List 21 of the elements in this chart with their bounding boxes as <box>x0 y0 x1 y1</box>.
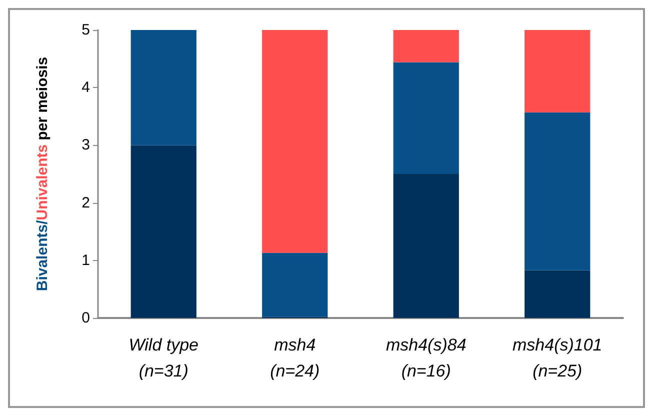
y-axis-title: Bivalents/Univalents per meiosis <box>34 56 51 292</box>
bar <box>262 30 328 253</box>
bar <box>393 62 459 174</box>
y-tick-label: 3 <box>82 136 90 154</box>
bar <box>393 30 459 62</box>
x-tick-label: Wild type (n=31) <box>128 336 199 380</box>
y-tick-label: 2 <box>82 194 90 212</box>
bar <box>130 145 196 318</box>
bar <box>524 30 590 112</box>
bar <box>524 270 590 318</box>
bar <box>524 112 590 270</box>
y-tick-label: 4 <box>82 79 90 96</box>
y-tick-label: 1 <box>82 252 90 269</box>
x-tick-label: msh4 (n=24) <box>270 336 320 380</box>
x-tick-label: msh4(s)101 (n=25) <box>512 336 602 380</box>
bar <box>393 174 459 318</box>
y-tick-label: 0 <box>82 310 90 326</box>
bar <box>262 252 328 317</box>
bar <box>130 30 196 146</box>
x-tick-label: msh4(s)84 (n=16) <box>386 336 466 380</box>
y-tick-label: 5 <box>82 22 90 38</box>
